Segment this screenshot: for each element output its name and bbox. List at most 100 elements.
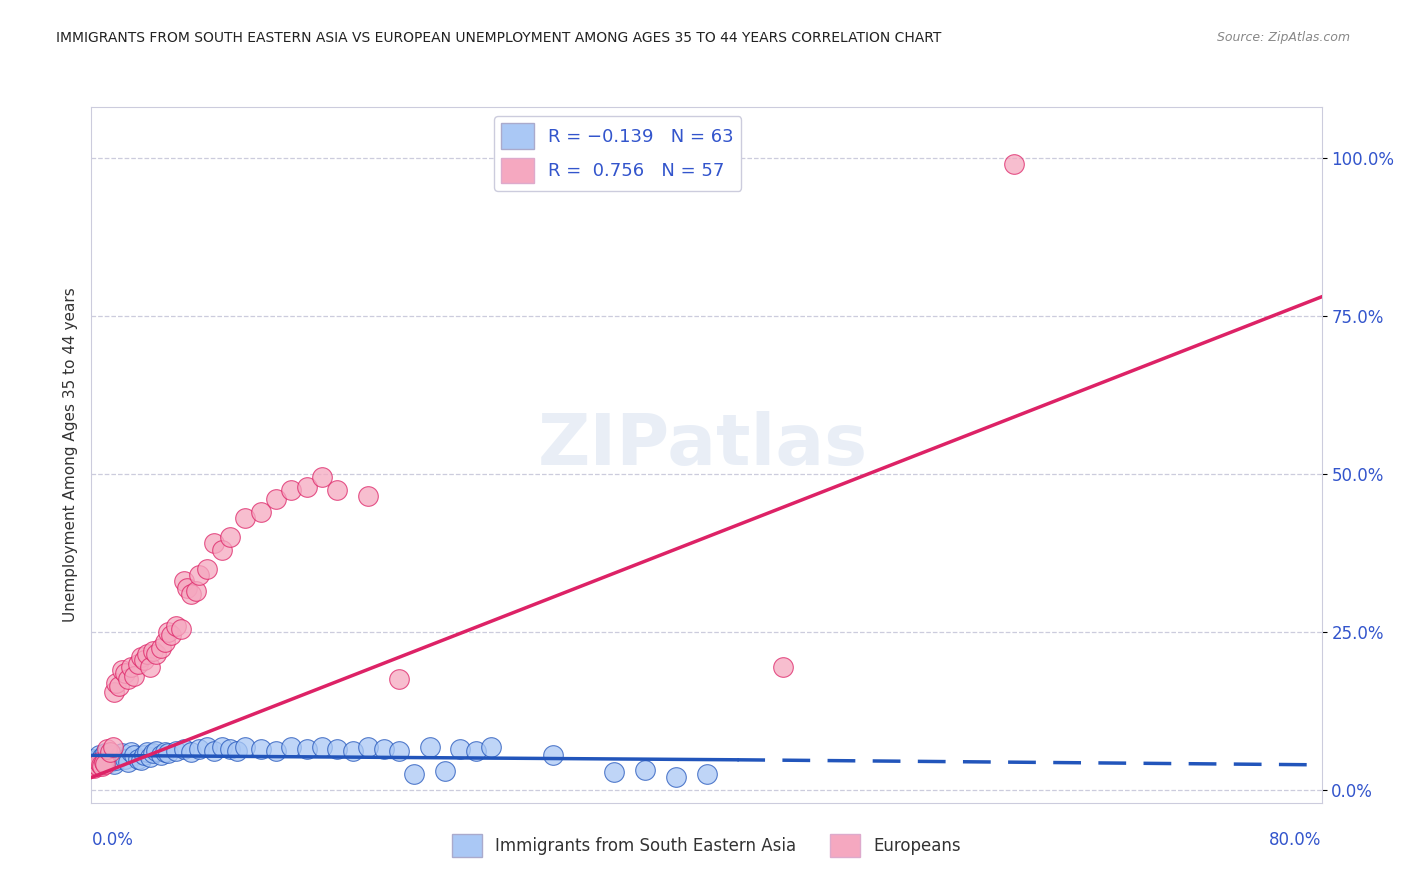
Point (180, 587, 202, 601)
Point (83, 761, 105, 775)
Point (388, 673, 411, 687)
Text: 0.0%: 0.0% (91, 830, 134, 848)
Point (165, 618, 187, 632)
Point (127, 657, 149, 671)
Point (404, 767, 426, 781)
Point (139, 750, 162, 764)
Point (211, 740, 233, 755)
Point (90, 751, 112, 765)
Point (101, 748, 124, 763)
Point (149, 748, 172, 763)
Point (634, 763, 657, 777)
Point (434, 764, 457, 779)
Point (326, 742, 349, 756)
Point (157, 625, 180, 640)
Point (357, 740, 380, 755)
Point (124, 748, 146, 763)
Point (188, 742, 211, 756)
Point (84, 753, 107, 767)
Point (120, 660, 142, 674)
Point (93, 756, 115, 770)
Point (264, 744, 287, 758)
Point (326, 483, 349, 497)
Point (464, 744, 486, 758)
Point (94, 747, 117, 761)
Point (173, 574, 195, 589)
Point (90, 757, 112, 772)
Point (91, 750, 114, 764)
Point (264, 492, 287, 507)
Point (108, 679, 131, 693)
Point (96, 753, 118, 767)
Point (665, 771, 688, 785)
Point (280, 740, 302, 755)
Point (129, 650, 152, 665)
Point (86, 759, 108, 773)
Point (142, 747, 165, 761)
Point (311, 470, 333, 484)
Point (149, 640, 172, 655)
Point (101, 740, 124, 755)
Point (103, 756, 125, 771)
Point (111, 663, 134, 677)
Point (202, 744, 225, 758)
Point (135, 745, 157, 759)
Point (117, 673, 139, 687)
Point (249, 742, 271, 756)
Point (82, 751, 104, 765)
Point (176, 581, 198, 595)
Point (211, 542, 233, 557)
Point (145, 647, 167, 661)
Point (373, 742, 395, 756)
Point (114, 666, 136, 681)
Point (696, 767, 718, 781)
Point (129, 753, 152, 767)
Point (98, 756, 121, 770)
Point (157, 747, 180, 761)
Point (295, 742, 318, 756)
Point (127, 751, 149, 765)
Point (153, 634, 177, 648)
Text: ZIPatlas: ZIPatlas (538, 411, 868, 481)
Text: IMMIGRANTS FROM SOUTH EASTERN ASIA VS EUROPEAN UNEMPLOYMENT AMONG AGES 35 TO 44 : IMMIGRANTS FROM SOUTH EASTERN ASIA VS EU… (56, 31, 942, 45)
Point (142, 644, 165, 658)
Point (153, 745, 177, 759)
Point (83, 755, 105, 769)
Point (105, 753, 127, 767)
Point (100, 751, 122, 765)
Point (419, 740, 441, 755)
Legend: Immigrants from South Eastern Asia, Europeans: Immigrants from South Eastern Asia, Euro… (446, 827, 967, 864)
Point (449, 742, 471, 756)
Point (772, 660, 794, 674)
Point (280, 483, 302, 497)
Point (249, 505, 271, 519)
Point (132, 748, 155, 763)
Point (86, 756, 108, 771)
Y-axis label: Unemployment Among Ages 35 to 44 years: Unemployment Among Ages 35 to 44 years (62, 287, 77, 623)
Point (541, 748, 564, 763)
Point (124, 669, 146, 683)
Point (195, 740, 218, 755)
Point (218, 742, 240, 756)
Point (139, 660, 162, 674)
Point (117, 755, 139, 769)
Point (202, 536, 225, 550)
Point (165, 744, 187, 758)
Text: 80.0%: 80.0% (1270, 830, 1322, 848)
Point (188, 568, 211, 582)
Point (111, 747, 134, 761)
Point (169, 622, 191, 636)
Point (357, 489, 380, 503)
Point (108, 750, 131, 764)
Point (93, 755, 115, 769)
Point (120, 745, 142, 759)
Point (342, 744, 364, 758)
Point (87, 755, 110, 769)
Point (195, 562, 218, 576)
Point (82, 757, 104, 772)
Point (173, 742, 195, 756)
Point (479, 740, 502, 755)
Point (233, 511, 256, 525)
Point (91, 759, 114, 773)
Point (96, 742, 118, 756)
